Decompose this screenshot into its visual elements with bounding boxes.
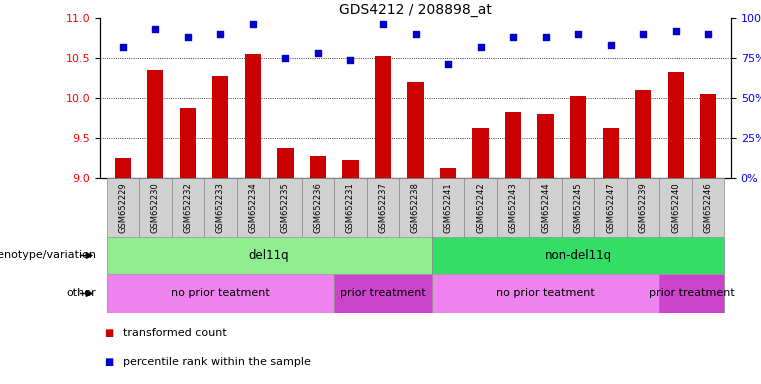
Bar (115, 158, 131, 178)
Text: GSM652234: GSM652234 (248, 182, 257, 233)
Point (604, 42, 616, 48)
Bar (464, 178, 497, 237)
Bar (667, 73, 684, 178)
Bar (301, 178, 334, 237)
Text: GSM652244: GSM652244 (541, 182, 550, 233)
Point (442, 61, 454, 68)
Bar (107, 178, 139, 237)
Text: GSM652242: GSM652242 (476, 182, 485, 233)
Point (345, 56, 357, 63)
Text: GSM652238: GSM652238 (411, 182, 420, 233)
Bar (147, 70, 164, 178)
Bar (180, 108, 196, 178)
Bar (269, 178, 301, 237)
Point (474, 44, 486, 50)
Text: other: other (66, 288, 96, 298)
Text: no prior teatment: no prior teatment (496, 288, 595, 298)
Bar (530, 178, 562, 237)
Text: genotype/variation: genotype/variation (0, 250, 96, 260)
Title: GDS4212 / 208898_at: GDS4212 / 208898_at (339, 3, 492, 17)
Bar (660, 178, 692, 237)
Text: GSM652229: GSM652229 (118, 182, 127, 233)
Point (670, 28, 682, 34)
Text: percentile rank within the sample: percentile rank within the sample (123, 357, 310, 367)
Text: transformed count: transformed count (123, 328, 227, 338)
Text: GSM652237: GSM652237 (378, 182, 387, 233)
Bar (375, 56, 391, 178)
Point (182, 34, 194, 40)
Point (312, 50, 324, 56)
Bar (570, 96, 586, 178)
Bar (594, 178, 627, 237)
Bar (497, 178, 530, 237)
Text: non-del11q: non-del11q (545, 249, 612, 262)
Text: ■: ■ (103, 357, 113, 367)
Bar (334, 274, 431, 313)
Text: prior treatment: prior treatment (649, 288, 735, 298)
Point (215, 31, 227, 37)
Point (409, 31, 422, 37)
Bar (473, 128, 489, 178)
Bar (505, 113, 521, 178)
Point (540, 34, 552, 40)
Text: no prior teatment: no prior teatment (171, 288, 269, 298)
Point (572, 31, 584, 37)
Bar (407, 82, 424, 178)
Text: GSM652235: GSM652235 (281, 182, 290, 233)
Bar (277, 147, 294, 178)
Bar (431, 178, 464, 237)
Text: ■: ■ (103, 328, 113, 338)
Bar (537, 114, 554, 178)
Text: GSM652239: GSM652239 (638, 182, 648, 233)
Text: GSM652240: GSM652240 (671, 182, 680, 233)
Text: GSM652246: GSM652246 (704, 182, 713, 233)
Bar (107, 237, 431, 274)
Text: GSM652230: GSM652230 (151, 182, 160, 233)
Point (149, 26, 161, 32)
Bar (627, 178, 660, 237)
Bar (245, 54, 261, 178)
Bar (171, 178, 204, 237)
Text: GSM652233: GSM652233 (216, 182, 224, 233)
Bar (367, 178, 400, 237)
Text: GSM652236: GSM652236 (314, 182, 323, 233)
Bar (660, 274, 724, 313)
Point (507, 34, 519, 40)
Bar (310, 156, 326, 178)
Bar (603, 128, 619, 178)
Bar (692, 178, 724, 237)
Point (247, 22, 259, 28)
Point (377, 22, 389, 28)
Text: GSM652245: GSM652245 (574, 182, 583, 233)
Bar (400, 178, 431, 237)
Text: prior treatment: prior treatment (340, 288, 426, 298)
Bar (237, 178, 269, 237)
Bar (700, 94, 716, 178)
Bar (635, 90, 651, 178)
Point (637, 31, 649, 37)
Bar (431, 274, 660, 313)
Point (702, 31, 715, 37)
Bar (204, 178, 237, 237)
Text: GSM652241: GSM652241 (444, 182, 453, 233)
Bar (212, 76, 228, 178)
Bar (440, 169, 456, 178)
Bar (334, 178, 367, 237)
Bar (342, 161, 358, 178)
Text: GSM652232: GSM652232 (183, 182, 193, 233)
Bar (107, 274, 334, 313)
Point (116, 44, 129, 50)
Text: GSM652243: GSM652243 (508, 182, 517, 233)
Text: del11q: del11q (249, 249, 289, 262)
Bar (562, 178, 594, 237)
Text: GSM652247: GSM652247 (607, 182, 615, 233)
Text: GSM652231: GSM652231 (346, 182, 355, 233)
Point (279, 55, 291, 61)
Bar (431, 237, 724, 274)
Bar (139, 178, 171, 237)
